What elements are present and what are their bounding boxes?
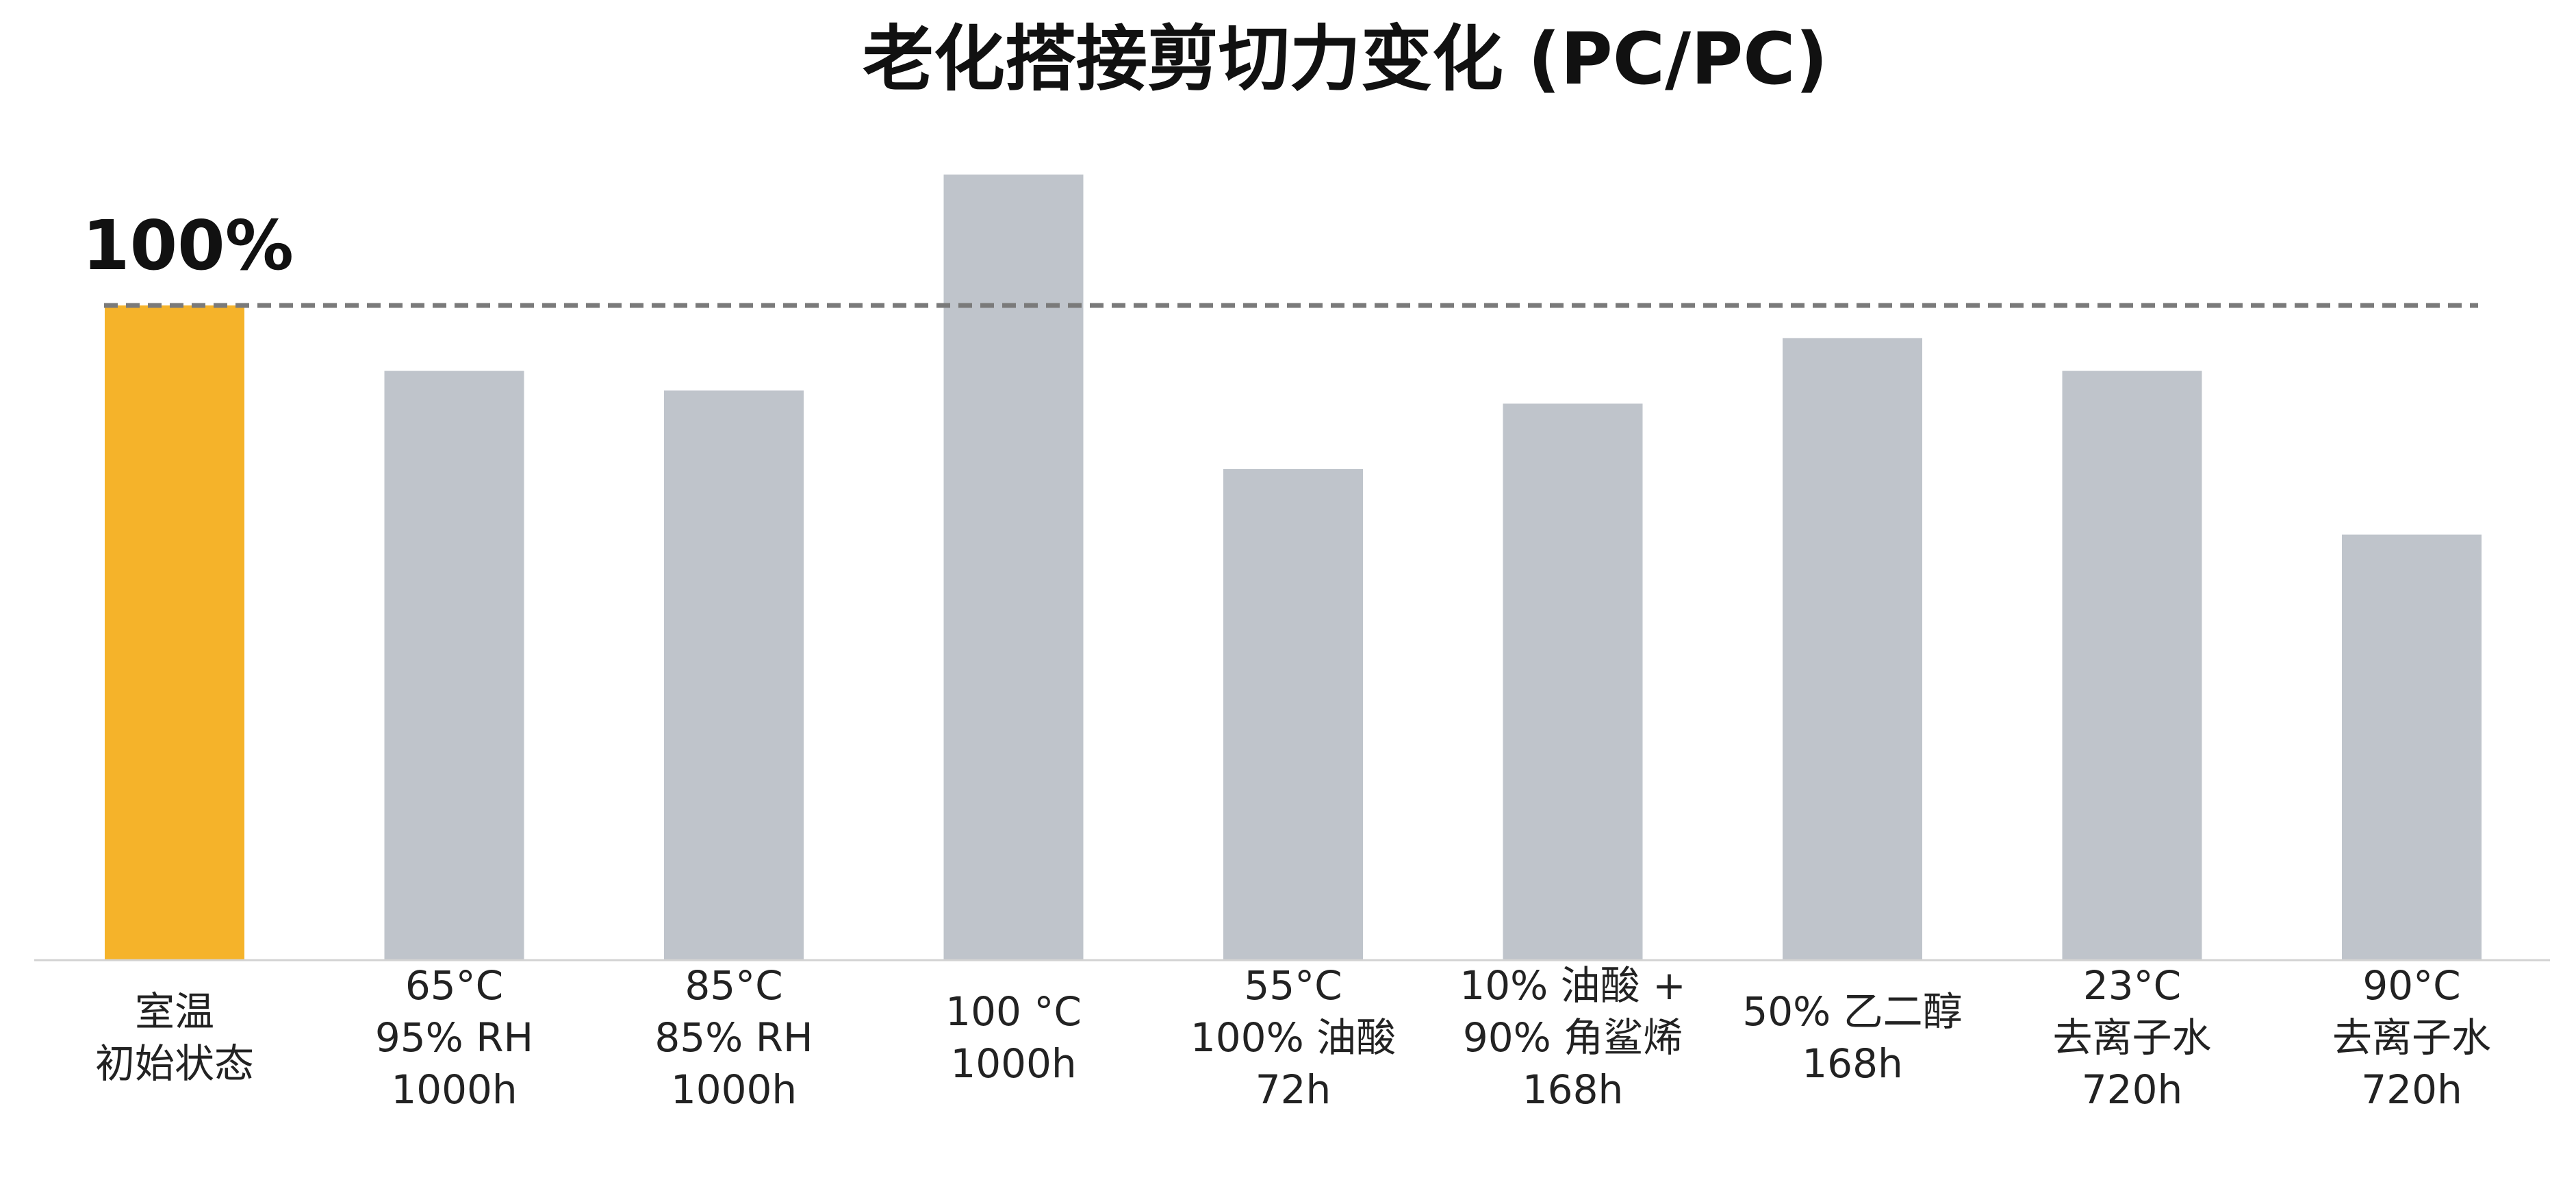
bar-4 [1223,469,1363,960]
category-label-5: 10% 油酸 + 90% 角鲨烯 168h [1459,962,1685,1113]
bar-8 [2342,534,2482,960]
category-label-line: 95% RH [375,1014,533,1061]
category-label-line: 168h [1522,1066,1623,1113]
category-label-0: 室温初始状态 [95,988,254,1087]
category-label-line: 90°C [2362,962,2460,1009]
category-label-line: 65°C [405,962,503,1009]
reference-label: 100% [82,205,294,286]
category-label-line: 去离子水 [2052,1014,2211,1061]
category-label-line: 90% 角鲨烯 [1463,1014,1683,1061]
category-label-4: 55°C 100% 油酸 72h [1190,962,1396,1113]
category-label-line: 72h [1255,1066,1331,1113]
bar-6 [1783,338,1922,960]
category-label-line: 1000h [671,1066,797,1113]
bar-0 [105,305,244,960]
bar-2 [664,390,804,960]
category-label-line: 23°C [2083,962,2181,1009]
bar-7 [2062,371,2202,960]
chart-title: 老化搭接剪切力变化 (PC/PC) [863,17,1828,101]
category-label-6: 50% 乙二醇 168h [1742,988,1962,1087]
category-label-line: 720h [2082,1066,2182,1113]
category-label-line: 85°C [685,962,782,1009]
bar-5 [1503,403,1643,960]
category-label-line: 1000h [950,1040,1076,1087]
category-label-line: 50% 乙二醇 [1742,988,1962,1035]
category-label-line: 168h [1802,1040,1902,1087]
category-label-line: 10% 油酸 + [1459,962,1685,1009]
category-label-line: 室温 [135,988,214,1035]
category-label-line: 100 °C [945,988,1082,1035]
category-label-3: 100 °C 1000h [945,988,1082,1087]
category-label-7: 23°C 去离子水 720h [2052,962,2211,1113]
category-label-8: 90°C 去离子水 720h [2332,962,2491,1113]
category-label-1: 65°C 95% RH 1000h [375,962,533,1113]
category-label-line: 初始状态 [95,1040,254,1087]
category-label-line: 85% RH [654,1014,813,1061]
bar-1 [384,371,524,960]
category-label-line: 100% 油酸 [1190,1014,1396,1061]
bars [105,174,2482,960]
category-label-line: 1000h [391,1066,517,1113]
category-label-line: 720h [2361,1066,2462,1113]
category-label-2: 85°C 85% RH 1000h [654,962,813,1113]
bar-3 [943,174,1084,960]
category-label-line: 去离子水 [2332,1014,2491,1061]
category-label-line: 55°C [1244,962,1342,1009]
